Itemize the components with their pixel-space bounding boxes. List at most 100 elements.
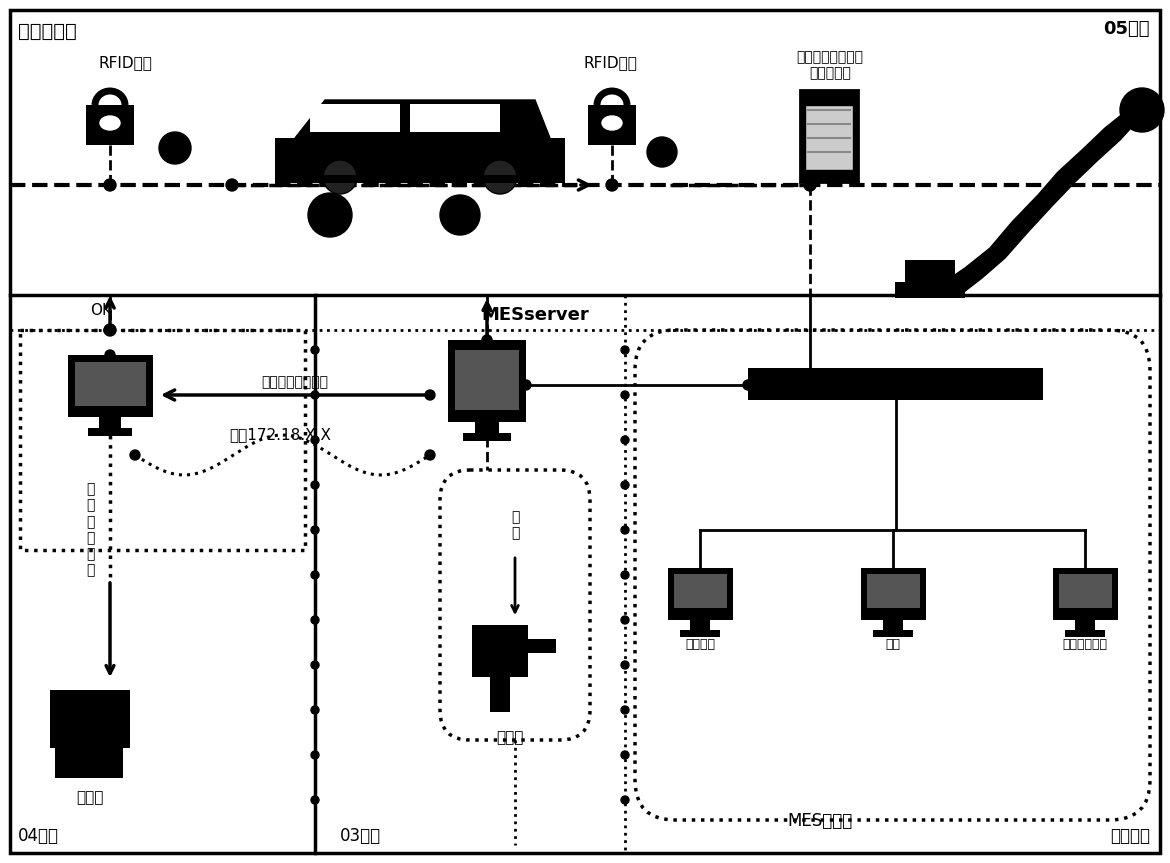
Bar [87,105,135,145]
Text: 03岗位: 03岗位 [340,827,381,845]
Bar [275,175,565,183]
Circle shape [621,481,629,489]
Text: RFID读出: RFID读出 [583,55,636,70]
Bar [1059,574,1112,608]
Bar [68,355,153,417]
Bar [463,433,511,441]
Text: 05岗位: 05岗位 [1103,20,1150,38]
Text: 调用车型对应程序
机器人作业: 调用车型对应程序 机器人作业 [797,50,863,80]
Text: 产品平台数据: 产品平台数据 [1062,638,1108,651]
Circle shape [311,571,319,579]
Text: OK: OK [90,303,112,318]
Circle shape [226,179,238,191]
Circle shape [1120,88,1164,132]
Bar [805,105,853,170]
Ellipse shape [603,116,622,130]
Bar [1065,630,1104,637]
Circle shape [647,137,677,167]
Bar [883,620,903,630]
Bar [20,330,305,550]
Circle shape [483,160,517,194]
Bar [867,574,920,608]
Bar [310,104,400,132]
Text: 输
出
人
工
判
断: 输 出 人 工 判 断 [85,482,95,577]
Bar [475,422,498,433]
Bar [668,568,732,620]
Circle shape [621,616,629,624]
Text: 重检: 重检 [886,638,901,651]
Circle shape [104,324,116,336]
Bar [925,268,945,290]
Circle shape [311,436,319,444]
Circle shape [130,450,140,460]
Circle shape [440,195,480,235]
Bar [690,620,710,630]
Bar [680,630,720,637]
Circle shape [621,526,629,534]
Circle shape [425,450,435,460]
Circle shape [621,661,629,669]
Bar [1053,568,1119,620]
Circle shape [621,706,629,714]
Text: 操作盒: 操作盒 [76,790,104,805]
Circle shape [311,661,319,669]
Bar [455,350,519,410]
Circle shape [311,346,319,354]
Circle shape [311,796,319,804]
Circle shape [105,350,115,360]
Circle shape [311,706,319,714]
Circle shape [621,346,629,354]
Bar [873,630,913,637]
Circle shape [482,335,493,345]
Bar [275,138,565,175]
Bar [800,90,858,182]
Circle shape [621,751,629,759]
Bar [88,428,132,436]
Circle shape [521,380,531,390]
Bar [895,282,965,298]
Text: 04岗位: 04岗位 [18,827,58,845]
Circle shape [606,179,618,191]
Text: 扫描枪: 扫描枪 [496,730,524,745]
Circle shape [323,160,357,194]
Bar [528,639,556,653]
Circle shape [743,380,753,390]
Text: 办公区域: 办公区域 [1110,827,1150,845]
Text: 输出卡上对应车型: 输出卡上对应车型 [262,375,329,389]
Bar [748,368,1042,400]
Bar [674,574,727,608]
Bar [55,748,123,778]
Bar [75,362,146,406]
Circle shape [311,391,319,399]
Circle shape [621,796,629,804]
Circle shape [159,132,191,164]
Bar [50,690,130,748]
Bar [1075,620,1095,630]
Ellipse shape [99,116,121,130]
Circle shape [804,179,815,191]
Circle shape [308,193,352,237]
Circle shape [311,616,319,624]
Bar [472,625,528,677]
Circle shape [621,391,629,399]
Text: 车身总拼线: 车身总拼线 [18,22,77,41]
Circle shape [104,179,116,191]
Text: 扫
下: 扫 下 [511,510,519,540]
Bar [410,104,500,132]
Text: MESserver: MESserver [481,306,589,324]
Text: 厂内172.18.X.X: 厂内172.18.X.X [229,427,331,443]
Text: 信号维护: 信号维护 [684,638,715,651]
Bar [906,260,955,288]
Circle shape [425,390,435,400]
Text: MES端功能: MES端功能 [787,812,853,830]
Polygon shape [940,112,1140,295]
Circle shape [311,481,319,489]
Bar [861,568,925,620]
Circle shape [311,526,319,534]
Circle shape [311,751,319,759]
Bar [490,677,510,712]
Text: RFID写入: RFID写入 [98,55,152,70]
Bar [448,340,526,422]
Circle shape [621,436,629,444]
Bar [99,417,121,428]
